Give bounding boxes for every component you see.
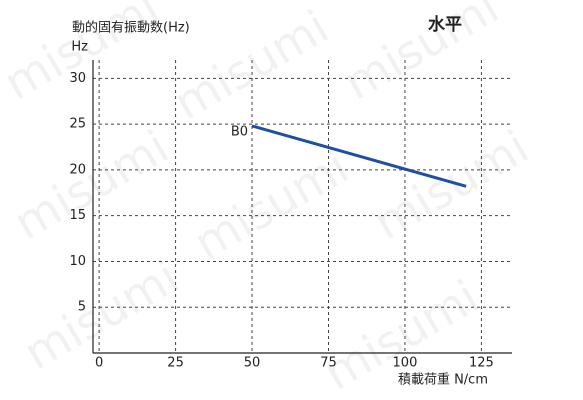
watermark: misumi [5, 119, 178, 250]
x-tick-label: 100 [393, 356, 418, 371]
y-tick-label: 25 [69, 117, 86, 132]
y-axis-label: Hz [71, 40, 88, 55]
watermark: misumi [335, 0, 508, 110]
chart-title: 動的固有振動数(Hz) [72, 20, 190, 36]
watermark: misumi [185, 139, 358, 270]
y-tick-label: 10 [69, 254, 86, 269]
y-tick-label: 15 [69, 208, 86, 223]
y-tick-label: 20 [69, 162, 86, 177]
y-tick-label: 5 [78, 300, 86, 315]
watermark: misumi [365, 119, 538, 250]
x-tick-label: 50 [244, 356, 261, 371]
x-tick-label: 75 [320, 356, 337, 371]
x-axis-label: 積載荷重 N/cm [398, 372, 488, 388]
series-line [251, 124, 467, 188]
watermark: misumi [0, 0, 168, 110]
watermark: misumi [165, 0, 338, 130]
x-tick-label: 0 [95, 356, 103, 371]
y-tick-label: 30 [69, 71, 86, 86]
x-tick-label: 125 [469, 356, 494, 371]
x-tick-label: 25 [167, 356, 184, 371]
chart-subtitle: 水平 [428, 14, 462, 35]
series-label: B0 [231, 124, 248, 139]
